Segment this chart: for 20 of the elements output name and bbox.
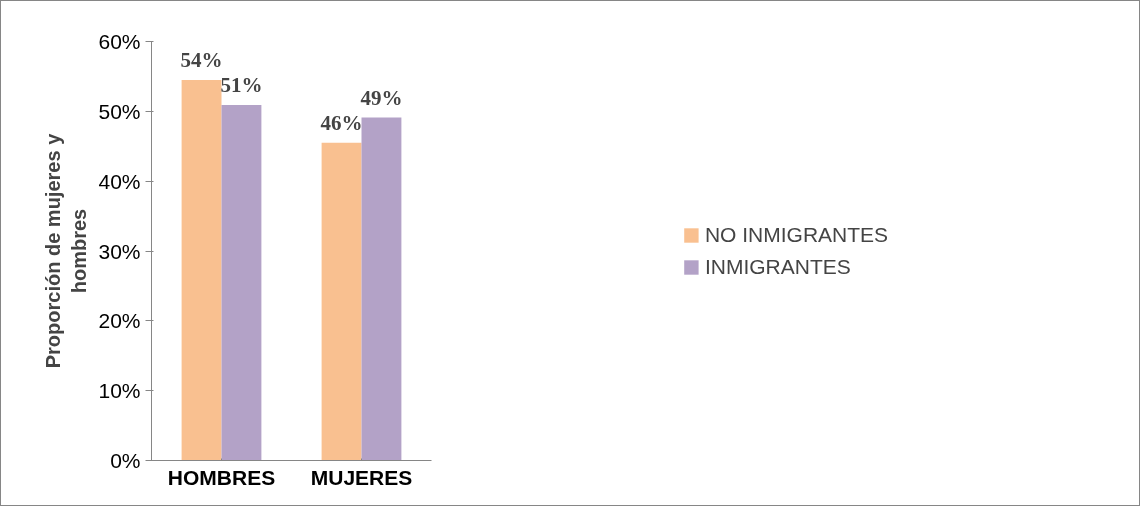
data-label: 54% [180, 47, 223, 72]
bar [181, 79, 222, 461]
bar [221, 105, 262, 461]
y-tick-label: 40% [98, 169, 141, 193]
bar [361, 117, 402, 461]
y-tick-label: 30% [98, 239, 141, 263]
y-tick-label: 50% [98, 99, 141, 123]
legend-label: INMIGRANTES [704, 254, 851, 279]
x-tick-label: MUJERES [310, 465, 413, 489]
y-tick-label: 10% [98, 379, 141, 403]
x-tick-label: HOMBRES [167, 465, 276, 489]
data-label: 49% [360, 85, 403, 110]
data-label: 46% [320, 110, 363, 135]
bar [321, 142, 362, 461]
y-axis-title: Proporción de mujeres y hombres [42, 132, 91, 369]
y-tick-label: 0% [110, 449, 141, 472]
data-label: 51% [220, 73, 263, 98]
y-tick-label: 60% [98, 30, 141, 53]
y-tick-label: 20% [98, 309, 141, 333]
legend-label: NO INMIGRANTES [704, 222, 889, 247]
